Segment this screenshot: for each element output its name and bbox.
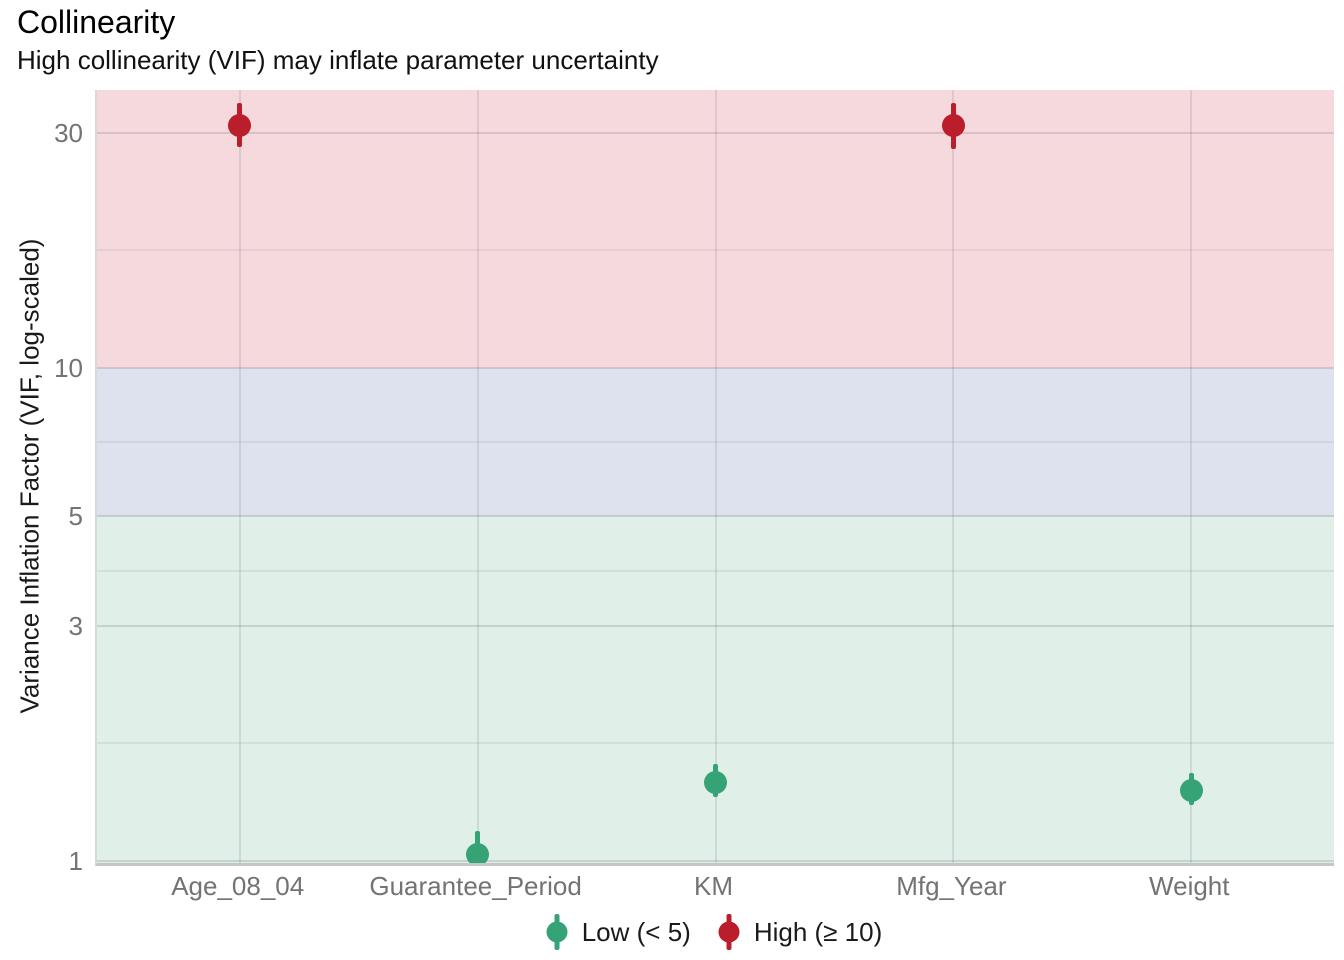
gridline-x-Age_08_04 bbox=[238, 90, 241, 863]
x-tick-label-Weight: Weight bbox=[1149, 871, 1230, 901]
zone-band-low bbox=[97, 516, 1334, 863]
legend-label: High (≥ 10) bbox=[753, 916, 883, 947]
y-tick-label-3: 3 bbox=[68, 610, 83, 641]
gridline-minor-y bbox=[97, 569, 1334, 572]
chart-title: Collinearity bbox=[17, 4, 176, 40]
plot-panel bbox=[95, 90, 1334, 866]
chart-subtitle: High collinearity (VIF) may inflate para… bbox=[17, 45, 659, 75]
y-tick-label-5: 5 bbox=[68, 501, 83, 532]
gridline-minor-y bbox=[97, 742, 1334, 745]
legend: Low (< 5) High (≥ 10) bbox=[95, 908, 1332, 956]
legend-key-dot bbox=[546, 921, 568, 943]
point-KM bbox=[704, 771, 727, 795]
y-tick-label-1: 1 bbox=[68, 845, 83, 876]
gridline-major-y-3 bbox=[97, 624, 1334, 627]
point-Guarantee_Period bbox=[466, 843, 490, 863]
legend-pointrange-icon bbox=[545, 910, 569, 954]
gridline-minor-y bbox=[97, 249, 1334, 252]
gridline-major-y-5 bbox=[97, 515, 1334, 518]
gridline-x-Mfg_Year bbox=[952, 90, 955, 863]
gridline-major-y-1 bbox=[97, 859, 1334, 862]
x-tick-label-Guarantee_Period: Guarantee_Period bbox=[369, 871, 582, 901]
point-Mfg_Year bbox=[941, 114, 965, 138]
x-tick-label-Age_08_04: Age_08_04 bbox=[171, 871, 305, 901]
legend-item-low: Low (< 5) bbox=[545, 910, 691, 954]
legend-key-dot bbox=[718, 921, 740, 943]
x-axis-tick-labels: Age_08_04 Guarantee_Period KM Mfg_Year Weigh… bbox=[95, 870, 1332, 904]
legend-pointrange-icon bbox=[717, 910, 741, 954]
y-tick-label-10: 10 bbox=[54, 352, 83, 383]
gridline-x-Weight bbox=[1190, 90, 1193, 863]
legend-label: Low (< 5) bbox=[581, 916, 691, 947]
legend-item-high: High (≥ 10) bbox=[717, 910, 882, 954]
x-tick-label-KM: KM bbox=[694, 871, 733, 901]
zone-band-moderate bbox=[97, 367, 1334, 517]
point-Weight bbox=[1179, 778, 1203, 802]
gridline-x-Guarantee_Period bbox=[476, 90, 479, 863]
gridline-x-KM bbox=[714, 90, 717, 863]
gridline-major-y-10 bbox=[97, 366, 1334, 369]
gridline-major-y-30 bbox=[97, 131, 1334, 134]
y-tick-label-30: 30 bbox=[54, 117, 83, 148]
gridline-minor-y bbox=[97, 441, 1334, 444]
point-Age_08_04 bbox=[228, 114, 252, 138]
zone-band-high bbox=[97, 90, 1334, 368]
x-tick-label-Mfg_Year: Mfg_Year bbox=[896, 871, 1007, 901]
y-axis-tick-labels: 1 3 5 10 30 bbox=[0, 90, 83, 876]
